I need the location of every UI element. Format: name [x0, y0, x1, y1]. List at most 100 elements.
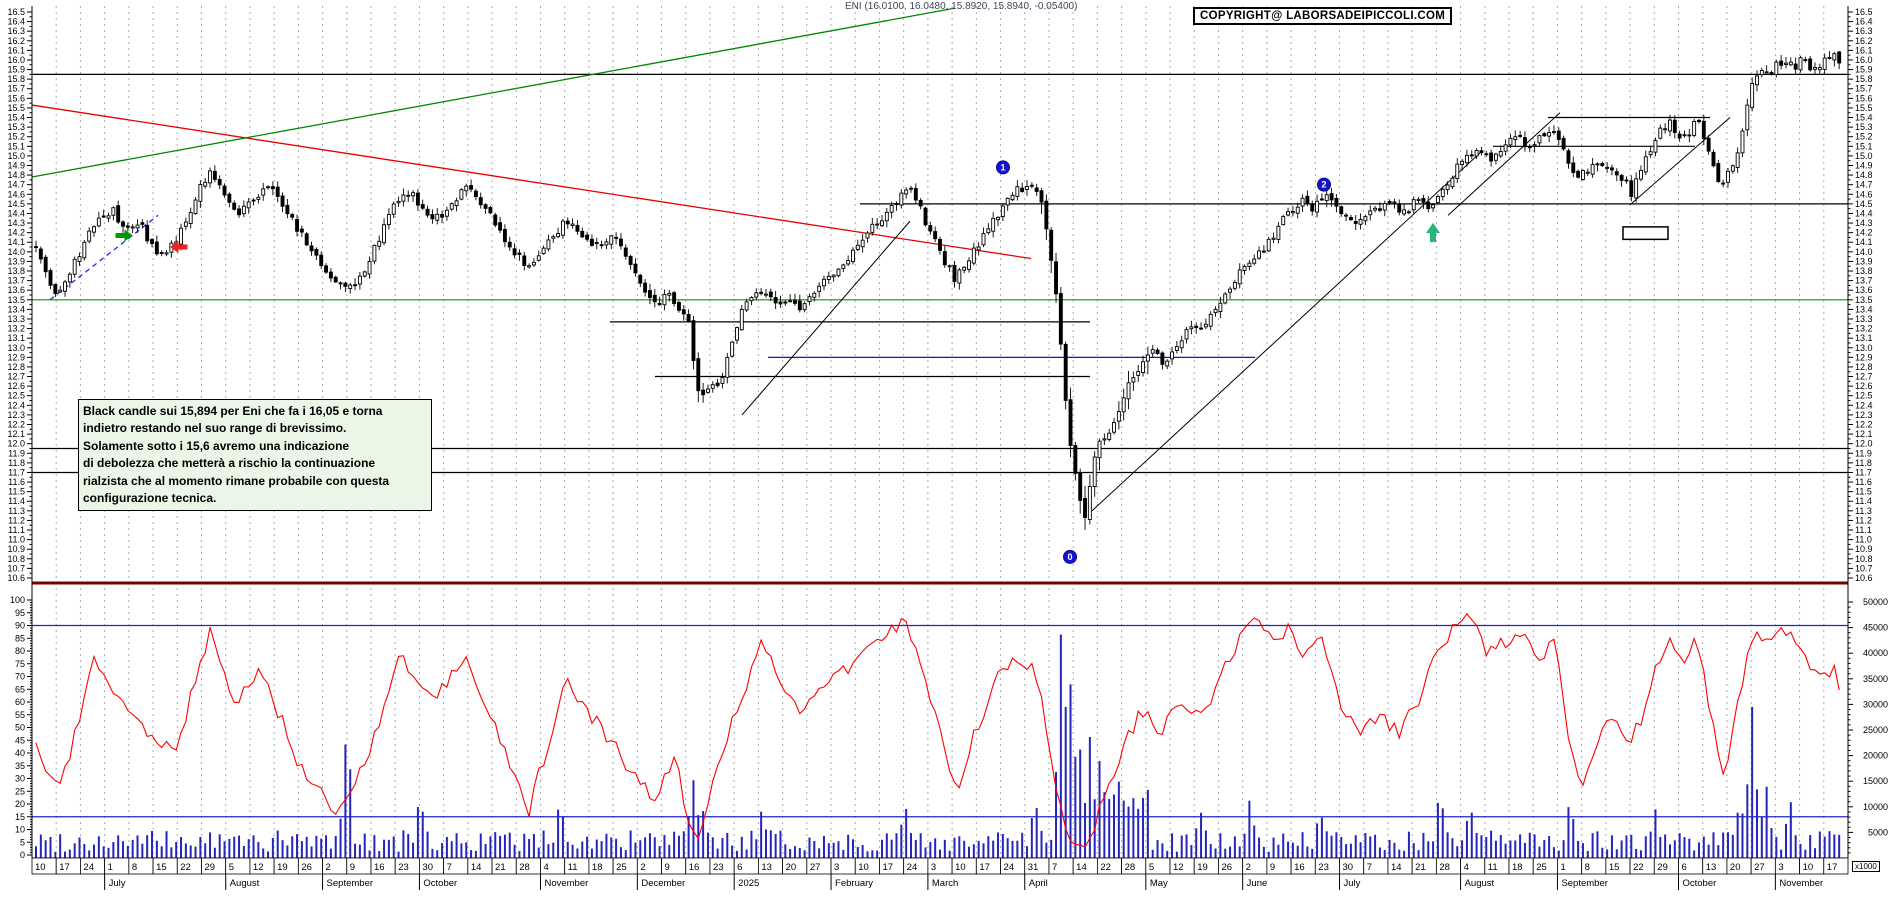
svg-text:16.3: 16.3	[7, 26, 25, 36]
svg-text:15.4: 15.4	[1855, 113, 1873, 123]
svg-text:2: 2	[1321, 180, 1326, 190]
svg-text:28: 28	[1439, 862, 1450, 873]
svg-text:5: 5	[20, 837, 25, 847]
svg-text:75: 75	[15, 659, 25, 669]
svg-text:10: 10	[1803, 862, 1814, 873]
svg-text:14.7: 14.7	[1855, 180, 1873, 190]
svg-text:45: 45	[15, 735, 25, 745]
svg-text:85: 85	[15, 633, 25, 643]
svg-text:15.8: 15.8	[7, 74, 25, 84]
svg-text:20000: 20000	[1863, 751, 1888, 761]
svg-text:12.2: 12.2	[7, 419, 25, 429]
svg-text:9: 9	[665, 862, 670, 873]
svg-text:11.7: 11.7	[8, 467, 25, 477]
svg-text:18: 18	[592, 862, 603, 873]
svg-text:31: 31	[1028, 862, 1039, 873]
copyright-badge: COPYRIGHT@ LABORSADEIPICCOLI.COM	[1193, 7, 1453, 25]
svg-text:September: September	[1561, 878, 1607, 889]
svg-text:11.1: 11.1	[8, 525, 25, 535]
svg-text:29: 29	[204, 862, 215, 873]
svg-text:30: 30	[15, 774, 25, 784]
svg-text:10: 10	[955, 862, 966, 873]
svg-text:24: 24	[1004, 862, 1015, 873]
svg-text:14.4: 14.4	[7, 208, 25, 218]
svg-text:11.7: 11.7	[1855, 467, 1872, 477]
svg-text:15.2: 15.2	[1855, 132, 1873, 142]
svg-text:15.0: 15.0	[7, 151, 25, 161]
svg-text:20: 20	[1730, 862, 1741, 873]
svg-text:13.1: 13.1	[7, 333, 25, 343]
svg-text:8: 8	[1585, 862, 1590, 873]
svg-text:11.2: 11.2	[1855, 515, 1872, 525]
svg-text:25: 25	[15, 786, 25, 796]
svg-text:16.4: 16.4	[7, 17, 25, 27]
svg-text:12.3: 12.3	[1855, 410, 1873, 420]
svg-text:17: 17	[1827, 862, 1838, 873]
svg-text:10.6: 10.6	[1855, 573, 1873, 583]
svg-text:13.9: 13.9	[1855, 256, 1873, 266]
svg-text:14.4: 14.4	[1855, 208, 1873, 218]
svg-text:22: 22	[1100, 862, 1111, 873]
svg-text:16.1: 16.1	[7, 45, 25, 55]
svg-text:14.8: 14.8	[7, 170, 25, 180]
svg-text:18: 18	[1512, 862, 1523, 873]
svg-text:22: 22	[180, 862, 191, 873]
svg-text:1: 1	[108, 862, 113, 873]
svg-text:August: August	[230, 878, 260, 889]
svg-text:14.2: 14.2	[1855, 228, 1873, 238]
svg-text:12.9: 12.9	[7, 352, 25, 362]
svg-text:11.6: 11.6	[1855, 477, 1872, 487]
svg-text:15.5: 15.5	[7, 103, 25, 113]
svg-text:13.0: 13.0	[1855, 343, 1873, 353]
svg-text:11.2: 11.2	[8, 515, 25, 525]
svg-text:12: 12	[1173, 862, 1184, 873]
svg-text:19: 19	[277, 862, 288, 873]
svg-text:15: 15	[156, 862, 167, 873]
svg-text:11.4: 11.4	[8, 496, 25, 506]
svg-text:14.8: 14.8	[1855, 170, 1873, 180]
svg-text:13.9: 13.9	[7, 256, 25, 266]
svg-text:15.0: 15.0	[1855, 151, 1873, 161]
svg-text:100: 100	[10, 595, 25, 605]
svg-text:11: 11	[568, 862, 578, 873]
svg-text:13.8: 13.8	[1855, 266, 1873, 276]
svg-text:50: 50	[15, 723, 25, 733]
svg-text:6: 6	[1682, 862, 1687, 873]
svg-text:15.3: 15.3	[7, 122, 25, 132]
svg-text:10000: 10000	[1863, 802, 1888, 812]
svg-text:13.3: 13.3	[7, 314, 25, 324]
svg-text:October: October	[423, 878, 457, 889]
svg-text:10.6: 10.6	[7, 573, 25, 583]
svg-text:12.6: 12.6	[7, 381, 25, 391]
svg-text:13.4: 13.4	[1855, 304, 1873, 314]
svg-text:12.3: 12.3	[7, 410, 25, 420]
svg-text:15.9: 15.9	[1855, 65, 1873, 75]
svg-text:20: 20	[786, 862, 797, 873]
svg-text:11.8: 11.8	[1855, 458, 1872, 468]
svg-text:15.4: 15.4	[7, 113, 25, 123]
svg-text:4: 4	[1464, 862, 1469, 873]
svg-text:13: 13	[1706, 862, 1717, 873]
svg-text:14.1: 14.1	[1855, 237, 1873, 247]
svg-text:11.5: 11.5	[1855, 487, 1872, 497]
svg-text:3: 3	[1778, 862, 1783, 873]
svg-text:12.5: 12.5	[7, 391, 25, 401]
svg-text:16: 16	[689, 862, 700, 873]
svg-text:12.1: 12.1	[7, 429, 25, 439]
svg-text:55: 55	[15, 710, 25, 720]
svg-text:15.6: 15.6	[7, 93, 25, 103]
svg-text:10: 10	[858, 862, 869, 873]
svg-text:16: 16	[374, 862, 385, 873]
svg-text:11.8: 11.8	[8, 458, 25, 468]
svg-text:15.7: 15.7	[1855, 84, 1873, 94]
svg-text:27: 27	[810, 862, 821, 873]
svg-text:14.6: 14.6	[7, 189, 25, 199]
svg-text:14.0: 14.0	[7, 247, 25, 257]
svg-text:30000: 30000	[1863, 699, 1888, 709]
svg-text:14.1: 14.1	[7, 237, 25, 247]
svg-text:13.3: 13.3	[1855, 314, 1873, 324]
svg-text:70: 70	[15, 672, 25, 682]
svg-text:12: 12	[253, 862, 264, 873]
svg-text:40: 40	[15, 748, 25, 758]
svg-text:11: 11	[1488, 862, 1498, 873]
